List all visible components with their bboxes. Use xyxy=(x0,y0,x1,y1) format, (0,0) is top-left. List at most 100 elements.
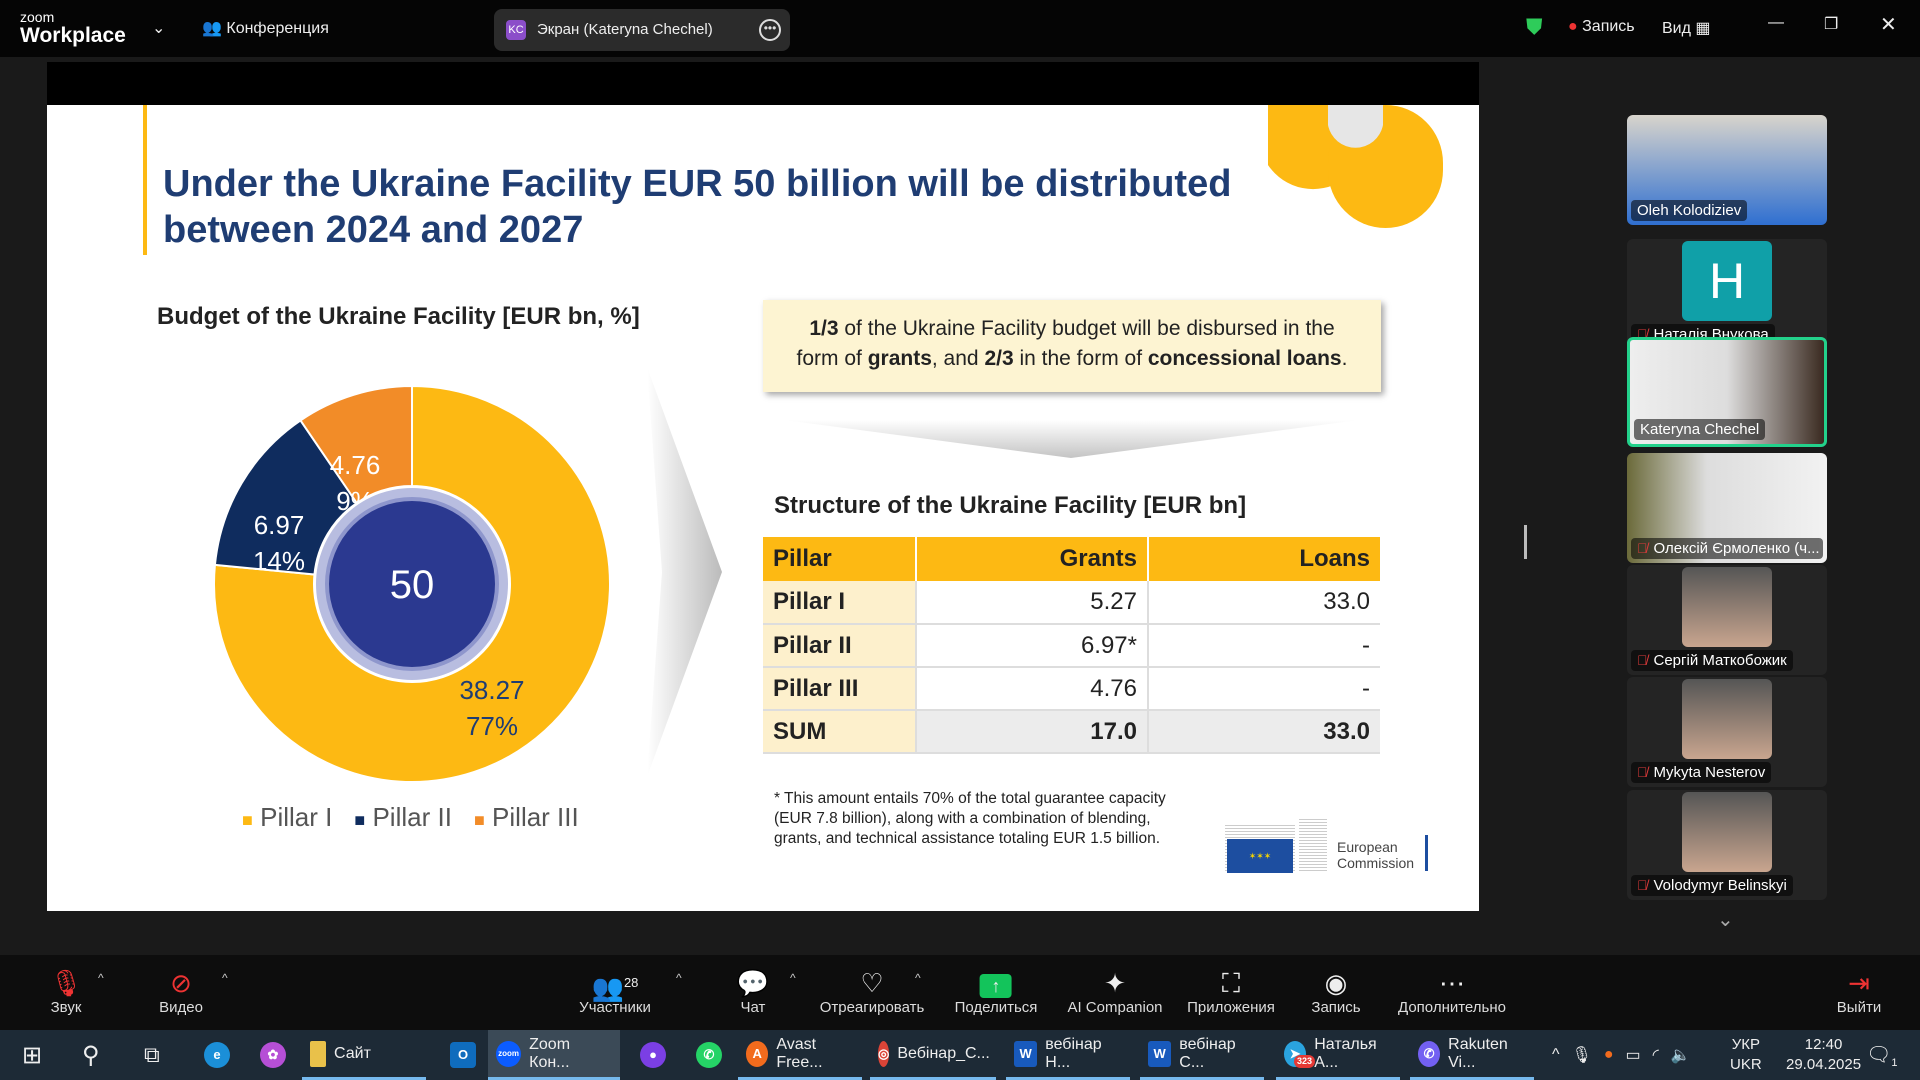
mic-tray-icon: 🎙 xyxy=(1571,1047,1592,1064)
security-shield-icon[interactable]: ⛊ xyxy=(1526,14,1543,39)
mic-muted-icon: 🎙̸ xyxy=(1637,652,1648,668)
value-cell: 17.0 xyxy=(916,710,1149,753)
callout-part: , and xyxy=(931,347,985,370)
callout-part: concessional loans xyxy=(1147,347,1342,370)
participants-gallery: Oleh Kolodiziev H 🎙̸ Наталія Внукова Kateryn… xyxy=(1600,57,1920,955)
scroll-down-chevron-icon[interactable]: ⌄ xyxy=(1717,909,1734,931)
participant-name-text: Kateryna Chechel xyxy=(1640,421,1760,438)
down-wedge xyxy=(784,420,1359,458)
copilot-taskbar-icon[interactable]: ✿ xyxy=(252,1030,294,1080)
center-circle xyxy=(325,497,499,671)
meeting-controls: 🎙 Звук ^ ⊘ Видео ^ 👥28 Участники ^ 💬 Чат ^ ♡… xyxy=(0,955,1920,1030)
taskbar-zoom[interactable]: zoom Zoom Кон... xyxy=(488,1030,620,1080)
share-button[interactable]: ↑ Поделиться xyxy=(954,967,1038,1016)
video-button[interactable]: ⊘ Видео xyxy=(159,967,203,1016)
ai-label: AI Companion xyxy=(1067,999,1163,1016)
table-row: Pillar II 6.97* - xyxy=(763,624,1380,667)
telegram-badge: 323 xyxy=(1294,1054,1316,1068)
participant-tile[interactable]: 🎙̸ Volodymyr Belinskyi xyxy=(1627,790,1827,900)
more-button[interactable]: ⋯ Дополнительно xyxy=(1398,967,1506,1016)
structure-table: Pillar Grants Loans Pillar I 5.27 33.0 Pill… xyxy=(763,537,1380,754)
divider-handle[interactable] xyxy=(1524,525,1527,559)
pillar-cell: Pillar III xyxy=(763,667,917,710)
ai-companion-button[interactable]: ✦ AI Companion xyxy=(1067,967,1162,1016)
participant-avatar: H xyxy=(1682,241,1772,321)
callout-box: 1/3 of the Ukraine Facility budget will … xyxy=(763,300,1381,392)
participant-tile[interactable]: Kateryna Chechel xyxy=(1627,337,1827,447)
participant-tile[interactable]: H 🎙̸ Наталія Внукова xyxy=(1627,239,1827,349)
more-options-icon[interactable]: ••• xyxy=(759,19,781,41)
vpn-taskbar-icon[interactable]: ● xyxy=(632,1030,674,1080)
video-options-caret[interactable]: ^ xyxy=(222,971,228,985)
recording-label: Запись xyxy=(1582,18,1635,35)
react-caret[interactable]: ^ xyxy=(915,971,921,985)
legend-item-pillar-2: ■ Pillar II xyxy=(354,802,452,832)
clock-time: 12:40 xyxy=(1804,1036,1843,1053)
participant-name-text: Mykyta Nesterov xyxy=(1653,764,1766,781)
taskbar-chrome[interactable]: ◎ Вебінар_С... xyxy=(870,1030,996,1080)
participant-tile[interactable]: 🎙̸ Олексій Єрмоленко (ч... xyxy=(1627,453,1827,563)
chat-button[interactable]: 💬 Чат xyxy=(737,967,769,1016)
start-button[interactable]: ⊞ xyxy=(22,1041,43,1069)
record-dot-icon: ● xyxy=(1568,18,1578,35)
taskbar-site[interactable]: Сайт xyxy=(302,1030,426,1080)
taskbar-avast[interactable]: A Avast Free... xyxy=(738,1030,862,1080)
decorative-shapes xyxy=(1268,105,1443,228)
screen-share-indicator[interactable]: KC Экран (Kateryna Chechel) ••• xyxy=(494,9,790,51)
ec-logo-text: European xyxy=(1337,839,1398,855)
participant-tile[interactable]: Oleh Kolodiziev xyxy=(1627,115,1827,225)
chart-title: Budget of the Ukraine Facility [EUR bn, … xyxy=(157,303,640,330)
recording-indicator[interactable]: ● Запись xyxy=(1568,18,1635,36)
minimize-button[interactable]: — xyxy=(1768,14,1784,31)
share-label: Поделиться xyxy=(954,999,1038,1016)
meeting-info-button[interactable]: 👥 Конференция xyxy=(202,18,329,38)
slide-title-line1: Under the Ukraine Facility EUR 50 billio… xyxy=(163,163,1232,205)
table-row: SUM 17.0 33.0 xyxy=(763,710,1380,753)
zoom-logo-workplace: Workplace xyxy=(20,24,126,47)
header-cell: Loans xyxy=(1299,545,1370,572)
system-tray[interactable]: ^ 🎙 ● ▭ ◜ 🔈 xyxy=(1544,1030,1699,1080)
tray-expand-icon[interactable]: ^ xyxy=(1552,1046,1560,1063)
edge-taskbar-icon[interactable]: e xyxy=(196,1030,238,1080)
react-button[interactable]: ♡ Отреагировать xyxy=(820,967,925,1016)
whatsapp-taskbar-icon[interactable]: ✆ xyxy=(688,1030,730,1080)
slide-title-line2: between 2024 and 2027 xyxy=(163,209,584,251)
clock[interactable]: 12:40 29.04.2025 xyxy=(1786,1035,1861,1075)
participant-name: Oleh Kolodiziev xyxy=(1631,200,1748,221)
value-cell: 5.27 xyxy=(916,581,1149,624)
title-accent-bar xyxy=(143,105,147,255)
notifications-icon[interactable]: 🗨1 xyxy=(1866,1044,1898,1069)
apps-label: Приложения xyxy=(1187,999,1275,1016)
leave-button[interactable]: ⇥ Выйти xyxy=(1837,967,1881,1016)
close-button[interactable]: ✕ xyxy=(1880,14,1897,36)
language-indicator[interactable]: УКР UKR xyxy=(1730,1035,1762,1075)
callout-part: 1/3 xyxy=(809,317,839,340)
taskbar-viber[interactable]: ✆ Rakuten Vi... xyxy=(1410,1030,1534,1080)
record-button[interactable]: ◉ Запись xyxy=(1311,967,1360,1016)
eu-flag-icon: ✶✶✶ xyxy=(1227,839,1293,873)
slice-value-label: 4.76 xyxy=(330,450,381,480)
taskbar-telegram[interactable]: ➤ 323 Наталья А... xyxy=(1276,1030,1400,1080)
pillar-cell: Pillar I xyxy=(763,581,917,624)
chevron-down-icon[interactable]: ⌄ xyxy=(152,20,166,37)
apps-button[interactable]: ⛶ Приложения xyxy=(1187,967,1275,1016)
wifi-icon: ◜ xyxy=(1652,1047,1659,1064)
value-cell: - xyxy=(1148,624,1380,667)
participants-button[interactable]: 👥28 Участники xyxy=(579,967,651,1016)
task-view-icon[interactable]: ⧉ xyxy=(144,1042,160,1067)
view-button[interactable]: Вид ▦ xyxy=(1662,18,1711,38)
participants-caret[interactable]: ^ xyxy=(676,971,682,985)
table-title: Structure of the Ukraine Facility [EUR b… xyxy=(774,492,1247,519)
audio-button[interactable]: 🎙 Звук xyxy=(49,967,82,1016)
footnote: * This amount entails 70% of the total g… xyxy=(774,789,1166,849)
zoom-logo-small: zoom xyxy=(20,9,55,25)
chat-caret[interactable]: ^ xyxy=(790,971,796,985)
outlook-taskbar-icon[interactable]: O xyxy=(442,1030,484,1080)
search-icon[interactable]: ⚲ xyxy=(82,1041,100,1069)
audio-options-caret[interactable]: ^ xyxy=(98,971,104,985)
restore-button[interactable]: ❐ xyxy=(1824,16,1839,33)
participant-tile[interactable]: 🎙̸ Сергій Маткобожик xyxy=(1627,565,1827,675)
participant-tile[interactable]: 🎙̸ Mykyta Nesterov xyxy=(1627,677,1827,787)
